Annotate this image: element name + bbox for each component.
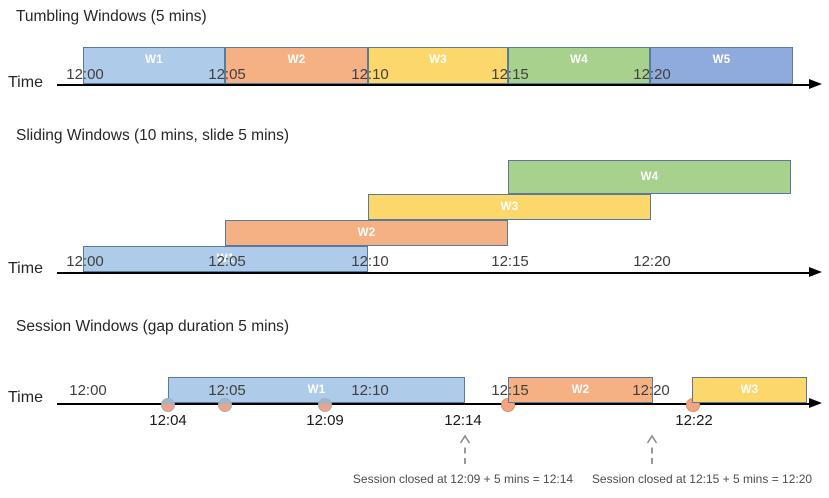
event-dot-12-09 xyxy=(318,398,332,412)
tumbling-window-bar-w5: W5 xyxy=(650,47,793,84)
tumbling-time-axis-label: Time xyxy=(8,74,43,91)
session-title: Session Windows (gap duration 5 mins) xyxy=(16,318,290,335)
session-timeline-arrow-icon xyxy=(809,398,822,408)
tumbling-timeline-arrow-icon xyxy=(809,79,822,89)
tumbling-window-bar-w4: W4 xyxy=(508,47,650,84)
window-label: W1 xyxy=(307,384,326,396)
window-label: W3 xyxy=(500,201,519,213)
sliding-timeline-arrow-icon xyxy=(809,267,822,277)
event-label-12-14: 12:14 xyxy=(444,412,482,429)
sliding-window-bar-w3: W3 xyxy=(368,194,651,220)
window-label: W2 xyxy=(287,54,306,66)
session-close-note-1: Session closed at 12:09 + 5 mins = 12:14 xyxy=(352,472,574,486)
sliding-time-axis-label: Time xyxy=(8,260,43,277)
tick-12-20: 12:20 xyxy=(632,382,670,399)
session-window-bar-w1: W1 xyxy=(168,377,465,403)
sliding-window-bar-w1: W1 xyxy=(83,246,368,272)
tick-12-00: 12:00 xyxy=(66,253,104,270)
window-label: W4 xyxy=(570,54,588,66)
event-label-12-04: 12:04 xyxy=(149,412,187,429)
tumbling-title: Tumbling Windows (5 mins) xyxy=(16,8,207,25)
tick-12-20: 12:20 xyxy=(633,66,671,83)
tumbling-window-bar-w3: W3 xyxy=(368,47,508,84)
tick-12-00: 12:00 xyxy=(66,66,104,83)
tick-12-20: 12:20 xyxy=(633,253,671,270)
event-label-12-09: 12:09 xyxy=(306,412,344,429)
tick-12-15: 12:15 xyxy=(491,66,529,83)
event-label-12-22: 12:22 xyxy=(675,412,713,429)
window-label: W5 xyxy=(712,54,731,66)
sliding-window-bar-w2: W2 xyxy=(225,220,508,246)
window-label: W1 xyxy=(145,54,163,66)
window-label: W1 xyxy=(216,253,235,265)
session-window-bar-w2: W2 xyxy=(508,377,653,403)
window-label: W2 xyxy=(357,227,376,239)
session-close-arrow-icon xyxy=(646,434,658,464)
session-close-note-2: Session closed at 12:15 + 5 mins = 12:20 xyxy=(591,472,813,486)
tick-12-10: 12:10 xyxy=(351,66,389,83)
window-label: W3 xyxy=(740,384,759,396)
tick-12-05: 12:05 xyxy=(208,382,246,399)
tick-12-00: 12:00 xyxy=(69,382,107,399)
tick-12-05: 12:05 xyxy=(208,253,246,270)
session-close-arrow-icon xyxy=(459,434,471,464)
sliding-timeline xyxy=(57,272,810,274)
window-label: W3 xyxy=(429,54,447,66)
session-timeline xyxy=(57,403,810,405)
window-label: W4 xyxy=(640,171,659,183)
sliding-window-bar-w4: W4 xyxy=(508,160,791,194)
tumbling-window-bar-w2: W2 xyxy=(225,47,368,84)
tumbling-window-bar-w1: W1 xyxy=(83,47,225,84)
tick-12-10: 12:10 xyxy=(351,253,389,270)
tick-12-05: 12:05 xyxy=(208,66,246,83)
session-window-bar-w3: W3 xyxy=(692,377,807,403)
tick-12-15: 12:15 xyxy=(491,382,529,399)
session-time-axis-label: Time xyxy=(8,389,43,406)
event-dot-12-05 xyxy=(218,398,232,412)
tick-12-15: 12:15 xyxy=(491,253,529,270)
window-label: W2 xyxy=(571,384,590,396)
tumbling-timeline xyxy=(57,84,810,86)
sliding-title: Sliding Windows (10 mins, slide 5 mins) xyxy=(16,127,290,144)
tick-12-10: 12:10 xyxy=(351,382,389,399)
event-dot-12-04 xyxy=(161,398,175,412)
